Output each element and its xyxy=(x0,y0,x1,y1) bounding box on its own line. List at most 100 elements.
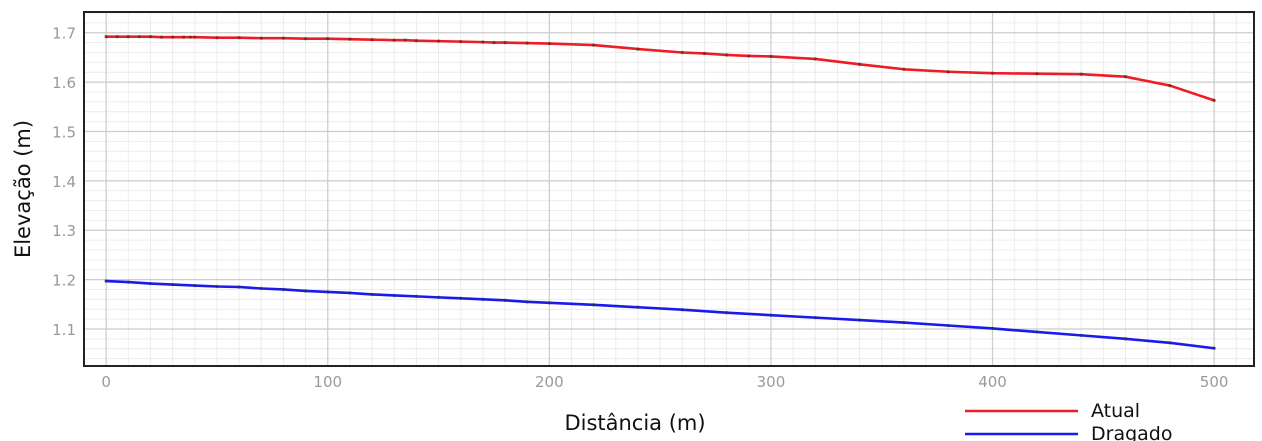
data-point-atual xyxy=(159,35,164,39)
series-atual xyxy=(104,34,1216,103)
data-point-atual xyxy=(636,47,640,51)
data-point-atual xyxy=(503,40,507,45)
data-point-dragado xyxy=(769,313,773,317)
data-point-dragado xyxy=(303,289,308,293)
x-tick-label: 0 xyxy=(101,373,111,391)
data-point-atual xyxy=(724,53,729,57)
data-point-dragado xyxy=(547,301,552,305)
data-point-dragado xyxy=(215,284,219,289)
data-point-atual xyxy=(680,50,684,55)
plot-area xyxy=(84,12,1254,366)
data-point-dragado xyxy=(857,318,862,322)
data-point-dragado xyxy=(326,290,330,294)
y-tick-label: 1.4 xyxy=(52,173,76,191)
x-tick-label: 200 xyxy=(535,373,564,391)
data-point-dragado xyxy=(281,287,286,292)
data-point-atual xyxy=(946,70,950,74)
data-point-atual xyxy=(813,57,817,61)
data-point-atual xyxy=(1035,72,1039,76)
x-tick-label: 500 xyxy=(1200,373,1229,391)
series-dragado xyxy=(104,279,1216,350)
data-point-atual xyxy=(403,38,408,42)
data-point-dragado xyxy=(104,279,108,283)
data-point-dragado xyxy=(946,323,950,328)
data-point-atual xyxy=(459,39,463,44)
data-point-atual xyxy=(436,39,441,43)
x-tick-label: 400 xyxy=(978,373,1007,391)
y-axis: 1.1 1.2 1.3 1.4 1.5 1.6 1.7 xyxy=(52,25,76,339)
data-point-atual xyxy=(902,67,906,71)
data-point-dragado xyxy=(392,293,396,298)
series-layer xyxy=(104,34,1216,350)
data-point-dragado xyxy=(237,285,241,289)
data-point-atual xyxy=(747,54,751,58)
y-tick-label: 1.6 xyxy=(52,74,76,92)
data-point-atual xyxy=(1079,72,1083,76)
data-point-atual xyxy=(188,35,193,39)
y-tick-label: 1.7 xyxy=(52,25,76,43)
y-tick-label: 1.1 xyxy=(52,321,76,339)
data-point-atual xyxy=(104,34,108,39)
data-point-atual xyxy=(370,37,374,42)
series-line-dragado xyxy=(104,279,1216,350)
data-point-dragado xyxy=(591,303,596,307)
data-point-atual xyxy=(392,38,396,42)
x-tick-label: 100 xyxy=(313,373,342,391)
data-point-atual xyxy=(326,36,330,41)
data-point-atual xyxy=(259,36,263,40)
data-point-atual xyxy=(492,40,496,45)
data-point-dragado xyxy=(1123,337,1128,341)
data-point-dragado xyxy=(1035,330,1039,334)
data-point-atual xyxy=(348,37,352,41)
legend: Atual Dragado xyxy=(965,400,1172,441)
x-axis: 0 100 200 300 400 500 xyxy=(101,373,1228,391)
legend-label-atual: Atual xyxy=(1091,400,1140,422)
data-point-dragado xyxy=(1168,341,1172,345)
data-point-dragado xyxy=(126,280,131,284)
data-point-atual xyxy=(547,41,552,46)
data-point-atual xyxy=(148,34,153,39)
data-point-dragado xyxy=(436,295,441,300)
data-point-dragado xyxy=(1079,333,1083,338)
data-point-atual xyxy=(857,62,862,67)
x-axis-title: Distância (m) xyxy=(564,411,705,435)
data-point-dragado xyxy=(414,294,419,299)
data-point-atual xyxy=(1123,74,1128,79)
data-point-dragado xyxy=(481,297,485,302)
y-tick-label: 1.3 xyxy=(52,222,76,240)
data-point-atual xyxy=(481,40,485,44)
data-point-dragado xyxy=(170,282,175,287)
data-point-dragado xyxy=(503,298,507,303)
data-point-atual xyxy=(591,43,596,47)
data-point-atual xyxy=(702,51,707,56)
data-point-atual xyxy=(1168,83,1172,88)
data-point-dragado xyxy=(724,310,729,315)
data-point-atual xyxy=(182,35,186,39)
data-point-atual xyxy=(193,35,197,39)
x-tick-label: 300 xyxy=(757,373,786,391)
data-point-atual xyxy=(303,36,308,41)
data-point-dragado xyxy=(459,296,463,301)
data-point-atual xyxy=(990,71,995,75)
y-tick-label: 1.2 xyxy=(52,272,76,290)
data-point-dragado xyxy=(1212,346,1216,350)
plot-frame xyxy=(83,11,1255,367)
y-axis-title: Elevação (m) xyxy=(11,120,35,258)
data-point-dragado xyxy=(370,292,374,297)
data-point-dragado xyxy=(193,283,197,288)
data-point-dragado xyxy=(525,300,529,304)
data-point-atual xyxy=(769,54,773,59)
data-point-dragado xyxy=(636,305,640,309)
data-point-atual xyxy=(525,41,529,45)
data-point-dragado xyxy=(148,281,153,286)
data-point-atual xyxy=(170,35,175,39)
y-tick-label: 1.5 xyxy=(52,123,76,141)
data-point-atual xyxy=(215,35,219,40)
data-point-dragado xyxy=(259,286,263,291)
data-point-atual xyxy=(1212,98,1216,103)
data-point-dragado xyxy=(990,326,995,331)
data-point-atual xyxy=(414,38,419,43)
data-point-atual xyxy=(126,34,131,39)
data-point-atual xyxy=(137,34,142,39)
data-point-dragado xyxy=(348,291,352,295)
